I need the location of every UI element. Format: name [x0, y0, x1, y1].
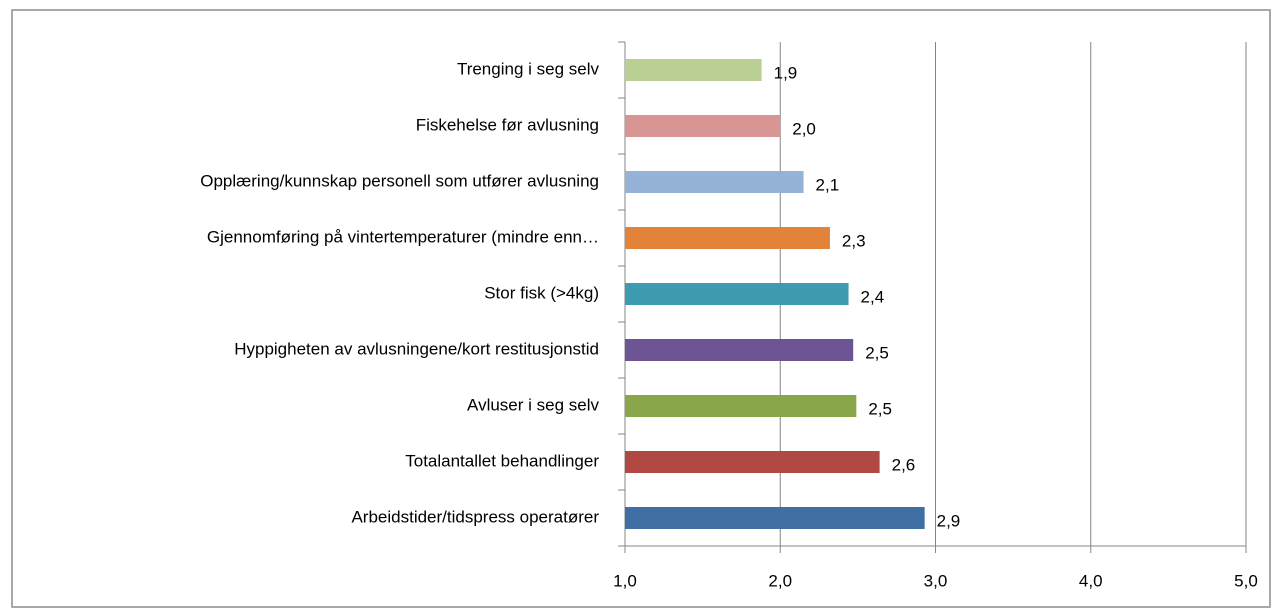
value-label: 1,9 — [774, 63, 798, 82]
bar — [625, 395, 857, 417]
y-tick-label: Fiskehelse før avlusning — [416, 115, 599, 134]
bar — [625, 227, 830, 249]
y-tick-label: Trenging i seg selv — [457, 59, 600, 78]
y-tick-label: Totalantallet behandlinger — [405, 451, 599, 470]
bar — [625, 283, 849, 305]
y-tick-label: Hyppigheten av avlusningene/kort restitu… — [234, 339, 599, 358]
bar — [625, 171, 804, 193]
bar — [625, 59, 762, 81]
bar — [625, 115, 781, 137]
x-tick-label: 2,0 — [768, 571, 792, 590]
value-label: 2,6 — [892, 455, 916, 474]
x-tick-label: 4,0 — [1079, 571, 1103, 590]
value-label: 2,3 — [842, 231, 866, 250]
value-label: 2,4 — [861, 287, 885, 306]
bar — [625, 339, 854, 361]
y-tick-label: Stor fisk (>4kg) — [484, 283, 599, 302]
value-label: 2,5 — [865, 343, 889, 362]
bar — [625, 507, 925, 529]
bar — [625, 451, 880, 473]
value-label: 2,5 — [868, 399, 892, 418]
value-label: 2,1 — [816, 175, 840, 194]
x-tick-label: 1,0 — [613, 571, 637, 590]
y-tick-label: Gjennomføring på vintertemperaturer (min… — [207, 227, 599, 246]
value-label: 2,9 — [937, 511, 961, 530]
x-tick-label: 5,0 — [1234, 571, 1258, 590]
x-tick-label: 3,0 — [924, 571, 948, 590]
value-label: 2,0 — [792, 119, 816, 138]
y-tick-label: Opplæring/kunnskap personell som utfører… — [200, 171, 599, 190]
y-tick-label: Arbeidstider/tidspress operatører — [351, 507, 599, 526]
y-tick-label: Avluser i seg selv — [467, 395, 599, 414]
